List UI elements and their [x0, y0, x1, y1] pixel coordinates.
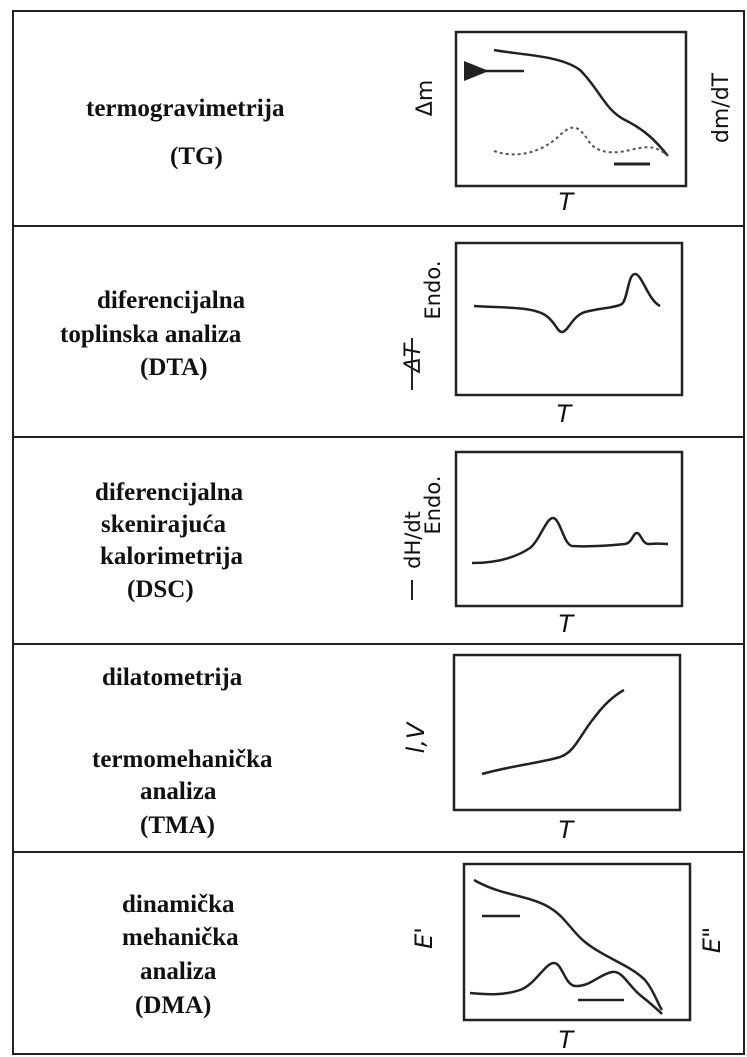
label-line: skenirajuća [101, 511, 226, 538]
plot-dta: ΔT Endo. T [401, 241, 684, 428]
label-line: termomehanička [92, 746, 273, 773]
y-axis-label-left: E' [410, 927, 438, 949]
plot-frame [454, 30, 688, 188]
loss-modulus-curve [469, 961, 663, 1015]
label-line: diferencijalna [97, 287, 246, 314]
label-line: analiza [140, 778, 217, 805]
mass-curve [493, 48, 669, 157]
x-axis-label: T [559, 188, 576, 216]
x-axis-label: T [559, 1026, 576, 1054]
plot-dsc: dH/dt Endo. T [401, 450, 684, 638]
dta-curve [473, 272, 661, 334]
tma-curve [481, 688, 625, 776]
y-axis-label-left: ΔT [401, 342, 426, 374]
y-axis-label-right: dm/dT [709, 72, 734, 143]
dsc-curve [471, 516, 669, 565]
panel-row-tg: termogravimetrija (TG) [12, 10, 745, 227]
label-line: analiza [140, 958, 217, 985]
label-line: (DMA) [135, 992, 212, 1019]
y-axis-label-right: E" [698, 927, 726, 953]
y-axis-label-left: Δm [413, 80, 438, 116]
panel-row-tma: dilatometrija termomehanička analiza (TM… [12, 643, 745, 853]
panel-row-dsc: diferencijalna skenirajuća kalorimetrija… [12, 436, 745, 645]
dm-dT-curve [493, 126, 669, 157]
y-axis-label-endo: Endo. [421, 475, 445, 534]
panel-row-dta: diferencijalna toplinska analiza (DTA) [12, 225, 745, 438]
plot-frame [454, 241, 684, 397]
plot-frame [454, 450, 684, 608]
storage-modulus-curve [473, 878, 664, 1011]
x-axis-label: T [559, 610, 576, 638]
x-axis-label: T [559, 816, 576, 844]
plot-frame [462, 862, 692, 1022]
label-line: (TMA) [140, 812, 215, 839]
plot-tg: Δm dm/dT T [413, 30, 734, 216]
plot-tma: l,V T [402, 653, 682, 844]
panel-row-dma: dinamička mehanička analiza (DMA) [12, 851, 745, 1055]
label-line: (DSC) [127, 576, 194, 603]
plot-frame [452, 653, 682, 812]
label-line: (TG) [170, 143, 223, 170]
label-line: dilatometrija [102, 664, 243, 691]
label-line: toplinska analiza [60, 321, 242, 348]
plot-dma: E' E" T [410, 862, 726, 1054]
label-line: dinamička [122, 891, 235, 918]
y-axis-label-endo: Endo. [421, 260, 445, 319]
label-line: termogravimetrija [86, 95, 285, 122]
x-axis-label: T [557, 400, 574, 428]
label-line: diferencijalna [95, 479, 244, 506]
label-line: (DTA) [140, 354, 208, 381]
label-line: mehanička [122, 924, 239, 951]
y-axis-label-left: dH/dt [401, 511, 425, 569]
label-line: kalorimetrija [100, 543, 244, 570]
y-axis-label-left: l,V [402, 721, 430, 753]
